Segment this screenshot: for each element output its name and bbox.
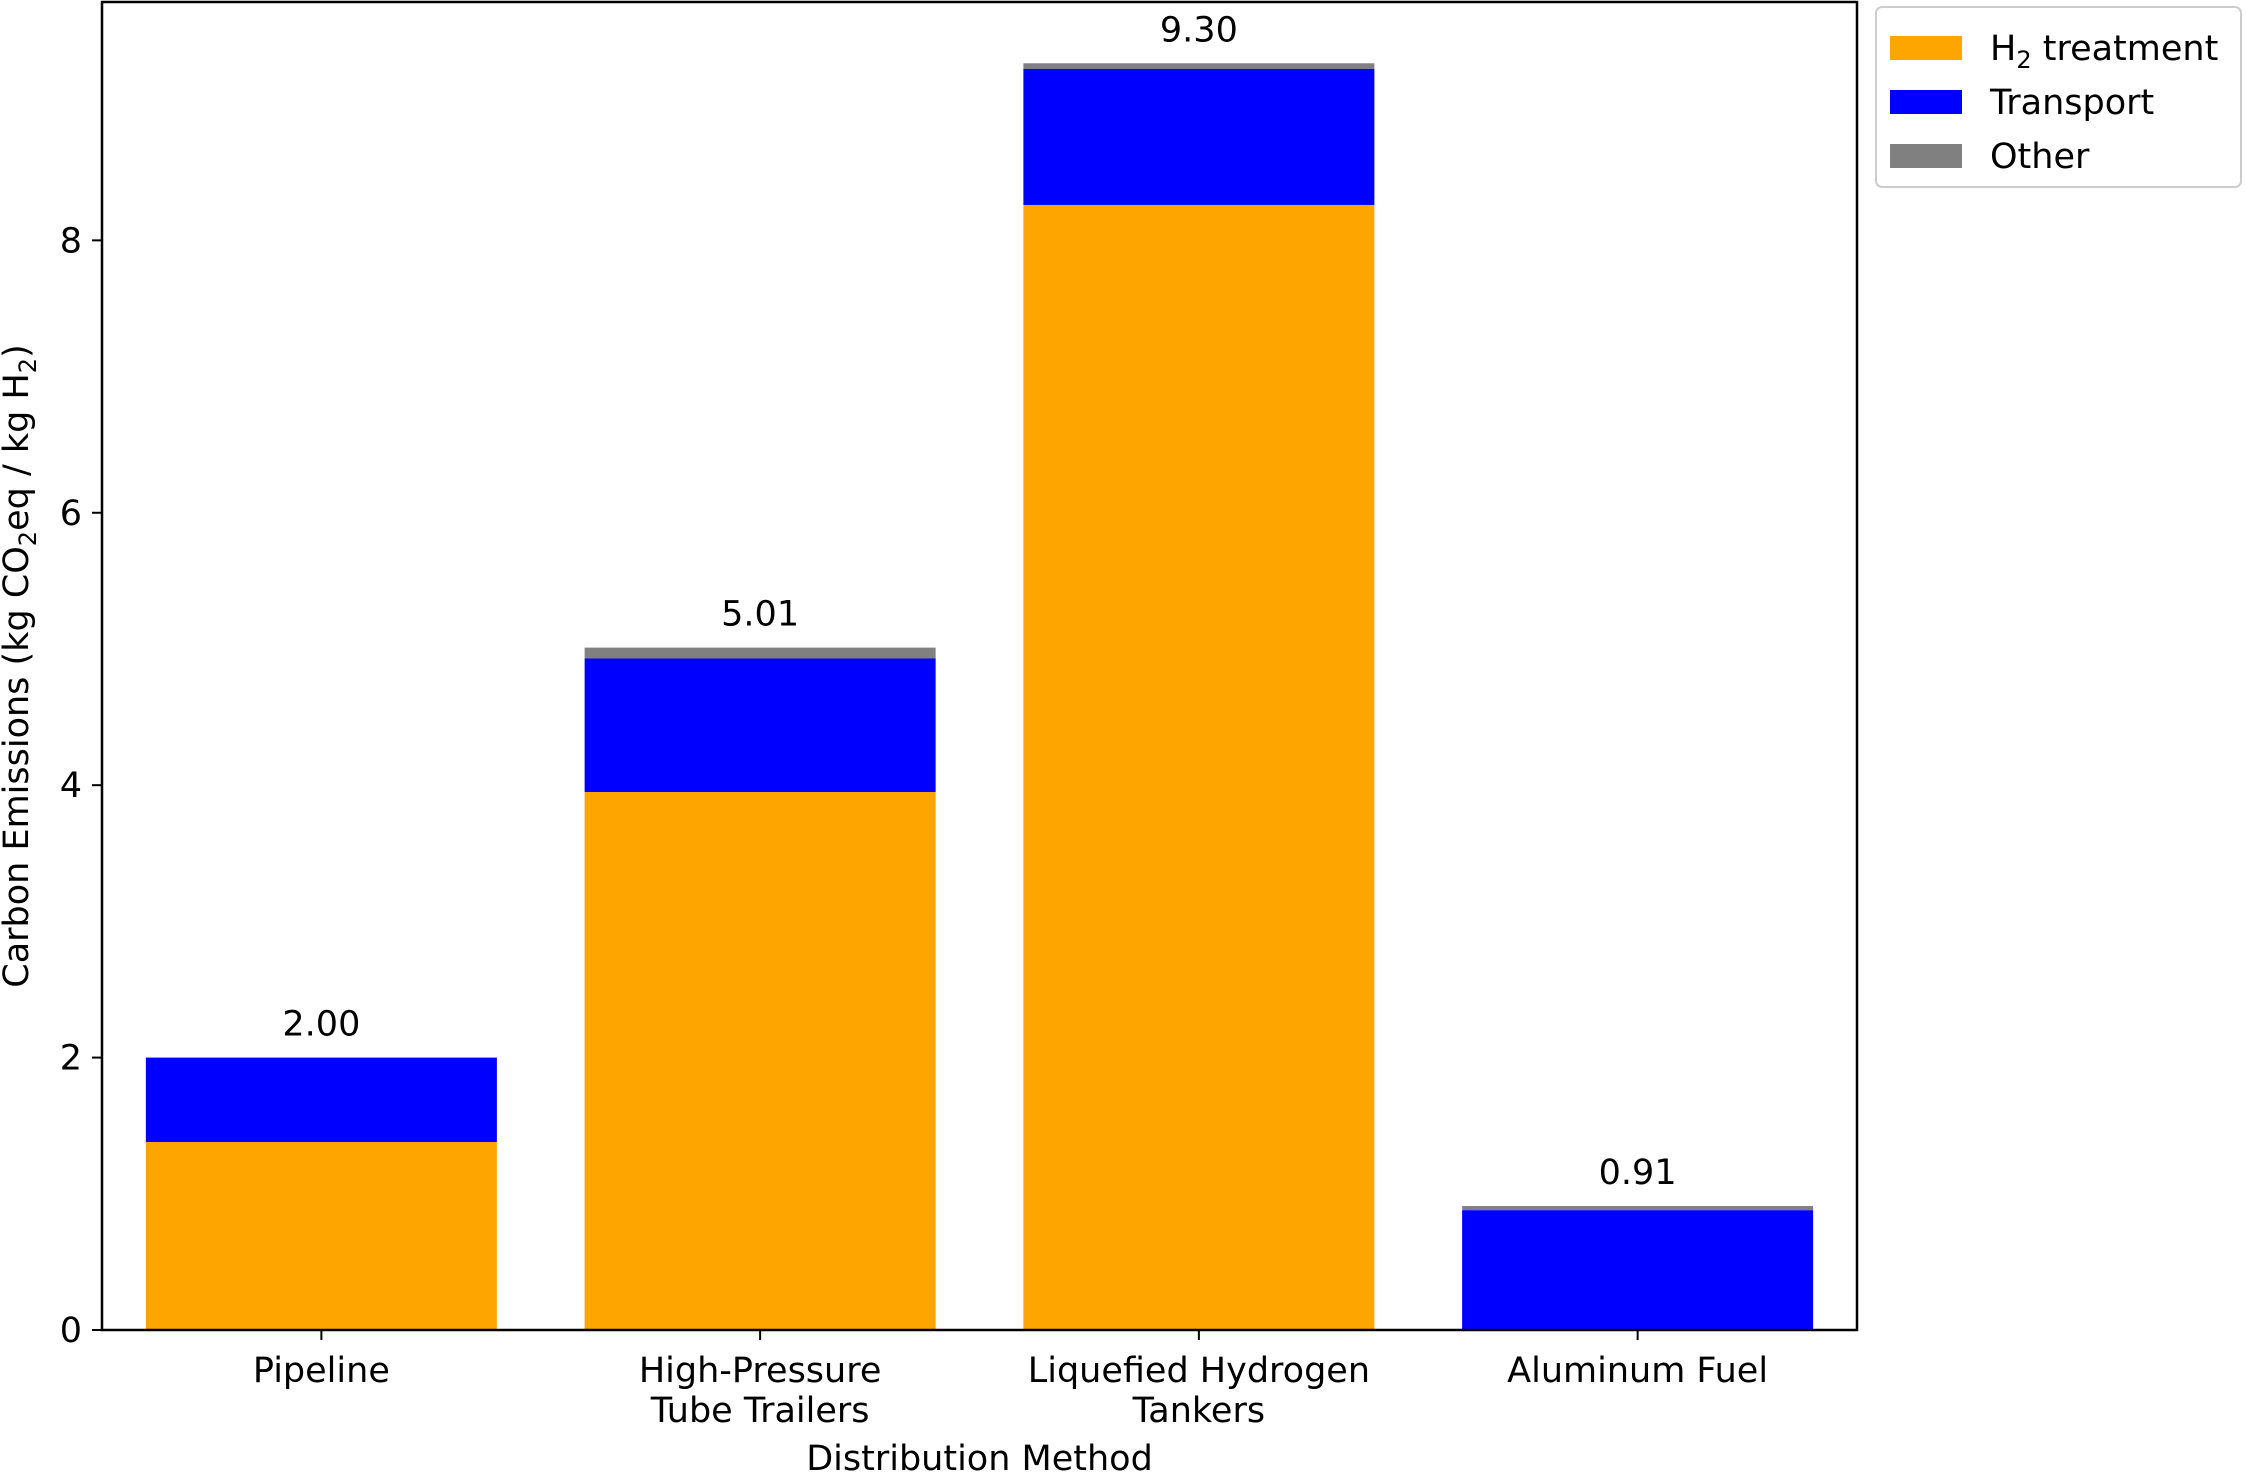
bar-segment-transport-4 bbox=[1462, 1210, 1814, 1330]
y-tick-label-3: 4 bbox=[60, 766, 82, 806]
x-tick-label-3-line-1: Liquefied Hydrogen bbox=[1028, 1351, 1370, 1391]
y-tick-label-2: 2 bbox=[60, 1039, 82, 1079]
legend-label-1: H2 treatment bbox=[1990, 29, 2218, 74]
bar-total-label-4: 0.91 bbox=[1599, 1153, 1677, 1193]
x-tick-label-3-line-2: Tankers bbox=[1132, 1391, 1265, 1431]
legend-box bbox=[1875, 6, 2242, 188]
legend-label-2: Transport bbox=[1989, 83, 2154, 123]
bar-total-label-1: 2.00 bbox=[282, 1005, 360, 1045]
y-tick-label-5: 8 bbox=[60, 221, 82, 261]
legend-label-3: Other bbox=[1990, 137, 2090, 177]
y-axis-label-subscript: 2 bbox=[14, 531, 42, 546]
bar-segment-transport-1 bbox=[145, 1057, 497, 1143]
bar-segment-h2-treatment-2 bbox=[584, 791, 936, 1330]
x-tick-label-2-line-1: High-Pressure bbox=[639, 1351, 882, 1391]
x-tick-label-2-line-2: Tube Trailers bbox=[650, 1391, 870, 1431]
bar-total-label-3: 9.30 bbox=[1160, 10, 1238, 50]
bar-segment-h2-treatment-1 bbox=[145, 1142, 497, 1330]
bar-segment-other-2 bbox=[584, 647, 936, 659]
x-tick-label-1-line-1: Pipeline bbox=[253, 1351, 390, 1391]
y-tick-label-4: 6 bbox=[60, 494, 82, 534]
x-axis-label: Distribution Method bbox=[806, 1439, 1153, 1472]
y-tick-label-1: 0 bbox=[60, 1311, 82, 1351]
y-axis-label-part: Carbon Emissions (kg CO bbox=[0, 546, 37, 988]
legend-swatch-3 bbox=[1890, 144, 1962, 168]
y-axis-label-part: ) bbox=[0, 344, 37, 358]
y-axis-label-subscript: 2 bbox=[14, 358, 42, 373]
bar-segment-h2-treatment-3 bbox=[1023, 204, 1375, 1330]
bar-segment-transport-3 bbox=[1023, 68, 1375, 205]
legend-swatch-2 bbox=[1890, 90, 1962, 114]
legend-label-subscript: 2 bbox=[2016, 46, 2031, 74]
y-axis-label: Carbon Emissions (kg CO2eq / kg H2) bbox=[0, 344, 42, 988]
x-tick-label-4-line-1: Aluminum Fuel bbox=[1507, 1351, 1768, 1391]
legend-swatch-1 bbox=[1890, 36, 1962, 60]
bar-segment-other-4 bbox=[1462, 1206, 1814, 1211]
bar-segment-other-3 bbox=[1023, 63, 1375, 69]
y-axis-label-part: eq / kg H bbox=[0, 373, 37, 531]
plot-frame bbox=[100, 0, 1859, 1332]
bar-total-label-2: 5.01 bbox=[721, 595, 799, 635]
legend-label-part: treatment bbox=[2032, 29, 2219, 69]
legend-label-part: H bbox=[1990, 29, 2016, 69]
bar-segment-transport-2 bbox=[584, 658, 936, 792]
